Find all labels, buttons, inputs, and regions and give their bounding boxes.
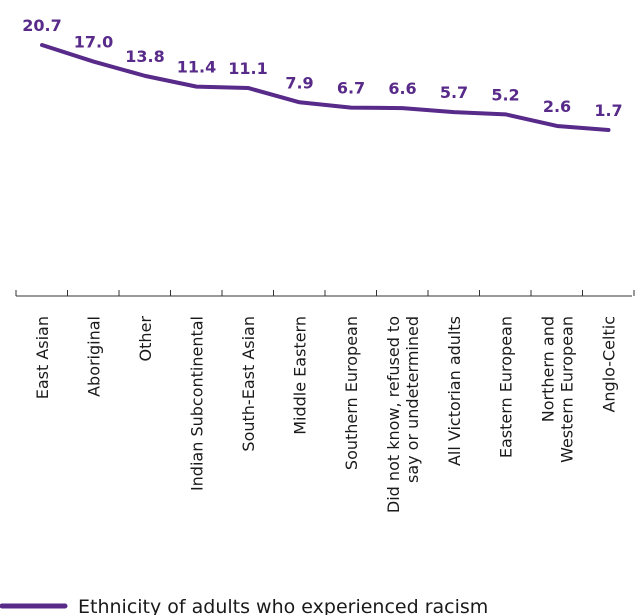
category-label: Anglo-Celtic: [600, 316, 619, 413]
data-label: 20.7: [22, 16, 61, 35]
category-label-line: Anglo-Celtic: [600, 316, 619, 413]
category-label-line: say or undetermined: [403, 316, 422, 483]
category-label-line: All Victorian adults: [445, 316, 464, 466]
category-label-line: Indian Subcontinental: [188, 316, 207, 491]
data-label: 11.4: [177, 58, 216, 77]
data-label: 6.7: [337, 79, 365, 98]
category-label-layer: East Asian Aboriginal Other Indian Subconti…: [33, 316, 619, 513]
category-label: South-East Asian: [239, 316, 258, 452]
category-label-line: Northern and: [539, 316, 558, 422]
category-label-line: Middle Eastern: [291, 316, 310, 435]
data-label: 2.6: [543, 97, 571, 116]
category-label: Aboriginal: [85, 316, 104, 397]
category-label-line: South-East Asian: [239, 316, 258, 452]
category-label: Indian Subcontinental: [188, 316, 207, 491]
data-label: 1.7: [594, 101, 622, 120]
category-label-line: Western European: [558, 316, 577, 463]
data-label: 17.0: [74, 33, 113, 52]
category-label: Southern European: [342, 316, 361, 470]
legend: Ethnicity of adults who experienced raci…: [0, 596, 488, 615]
category-label: East Asian: [33, 316, 52, 399]
legend-label: Ethnicity of adults who experienced raci…: [78, 596, 488, 615]
category-label: Northern and Western European: [539, 316, 577, 463]
category-label-line: Aboriginal: [85, 316, 104, 397]
category-label: Did not know, refused to say or undetermi…: [384, 316, 422, 513]
series-line-layer: [40, 43, 611, 132]
series-line: [40, 43, 611, 132]
category-label: Other: [136, 316, 155, 362]
data-label-layer: 20.7 17.0 13.8 11.4 11.1 7.9 6.7 6.6 5.7 5.2 2.6 1.…: [22, 16, 622, 120]
category-label-line: East Asian: [33, 316, 52, 399]
category-label: All Victorian adults: [445, 316, 464, 466]
category-label: Middle Eastern: [291, 316, 310, 435]
category-label-line: Other: [136, 316, 155, 362]
category-label: Eastern European: [497, 316, 516, 458]
data-label: 7.9: [285, 73, 313, 92]
data-label: 11.1: [228, 59, 267, 78]
category-label-line: Did not know, refused to: [384, 316, 403, 513]
category-label-line: Eastern European: [497, 316, 516, 458]
data-label: 6.6: [388, 79, 416, 98]
x-axis: [15, 290, 635, 297]
data-label: 5.2: [491, 85, 519, 104]
data-label: 5.7: [440, 83, 468, 102]
category-label-line: Southern European: [342, 316, 361, 470]
data-label: 13.8: [125, 47, 164, 66]
